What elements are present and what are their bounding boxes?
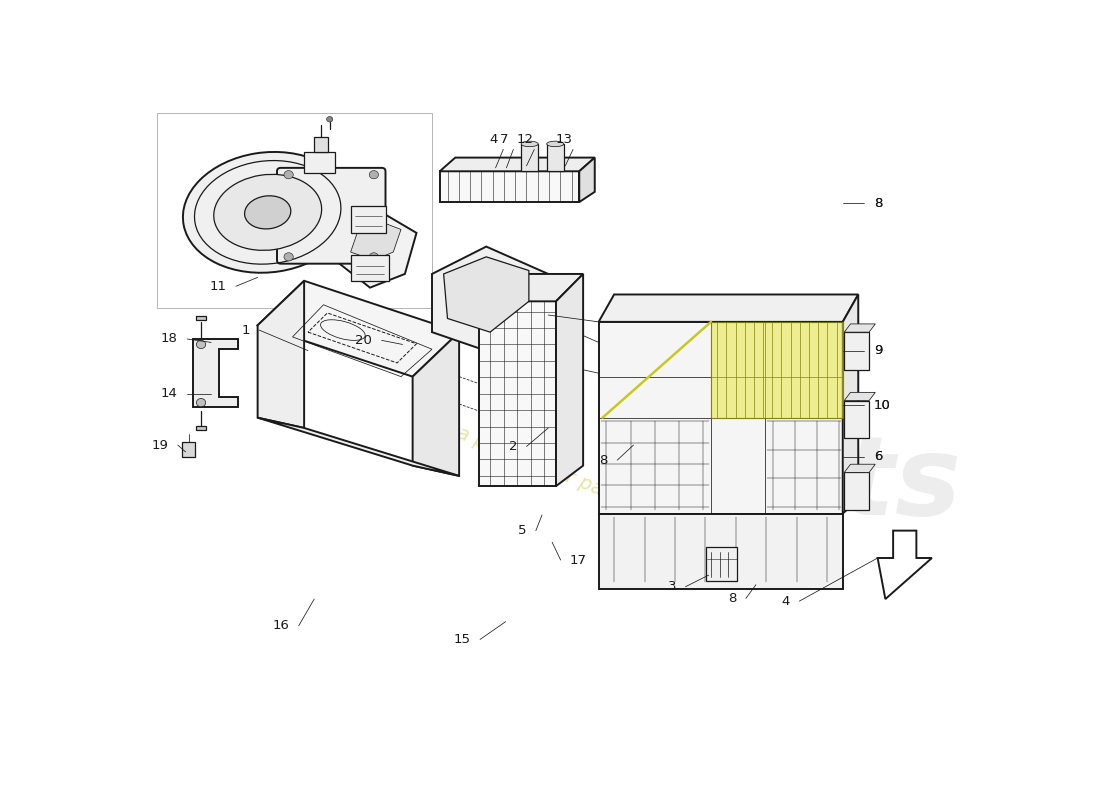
- Polygon shape: [845, 464, 876, 473]
- Text: 10: 10: [873, 399, 891, 412]
- Polygon shape: [412, 332, 459, 476]
- Bar: [845, 401, 869, 438]
- Text: rrp: rrp: [634, 355, 869, 490]
- Polygon shape: [478, 302, 556, 486]
- Text: 8: 8: [873, 197, 882, 210]
- Text: 8: 8: [600, 454, 608, 466]
- Text: 7: 7: [499, 133, 508, 146]
- Text: 3: 3: [668, 580, 676, 594]
- Polygon shape: [440, 171, 580, 202]
- Circle shape: [370, 253, 378, 261]
- Bar: [196, 426, 207, 430]
- Text: 5: 5: [518, 524, 527, 537]
- Polygon shape: [351, 221, 402, 260]
- Circle shape: [284, 170, 294, 179]
- Bar: [845, 473, 869, 510]
- Circle shape: [284, 253, 294, 261]
- Text: 2: 2: [508, 440, 517, 453]
- Polygon shape: [556, 274, 583, 486]
- Polygon shape: [598, 294, 858, 322]
- Ellipse shape: [244, 196, 290, 229]
- Bar: [157, 113, 432, 308]
- FancyBboxPatch shape: [706, 547, 737, 582]
- Ellipse shape: [521, 141, 538, 146]
- Polygon shape: [257, 418, 459, 476]
- Polygon shape: [257, 281, 459, 377]
- Polygon shape: [580, 158, 595, 202]
- Polygon shape: [478, 274, 583, 302]
- Polygon shape: [257, 281, 304, 428]
- Text: 17: 17: [570, 554, 587, 566]
- Polygon shape: [845, 392, 876, 401]
- Text: a passion for parts.com: a passion for parts.com: [453, 423, 674, 526]
- Polygon shape: [521, 144, 538, 171]
- Text: 9: 9: [873, 344, 882, 357]
- Bar: [183, 442, 195, 457]
- Polygon shape: [194, 339, 239, 407]
- Text: 11: 11: [210, 280, 227, 293]
- Bar: [845, 332, 869, 370]
- Circle shape: [197, 340, 206, 349]
- Polygon shape: [443, 257, 529, 332]
- Circle shape: [327, 117, 333, 122]
- Text: 8: 8: [728, 592, 737, 605]
- Bar: [351, 254, 389, 281]
- Text: 10: 10: [873, 399, 891, 412]
- Bar: [351, 206, 385, 233]
- Polygon shape: [336, 212, 417, 288]
- Circle shape: [370, 170, 378, 179]
- Text: 18: 18: [161, 333, 178, 346]
- Bar: [315, 137, 328, 152]
- Ellipse shape: [183, 152, 352, 273]
- Polygon shape: [845, 324, 876, 332]
- Polygon shape: [598, 514, 843, 589]
- Text: 6: 6: [873, 450, 882, 463]
- Ellipse shape: [213, 174, 321, 250]
- Text: 12: 12: [517, 133, 534, 146]
- Polygon shape: [878, 530, 932, 599]
- Polygon shape: [598, 322, 843, 514]
- Bar: [196, 316, 207, 320]
- Polygon shape: [547, 144, 563, 171]
- Polygon shape: [843, 294, 858, 514]
- Text: 20: 20: [355, 334, 372, 347]
- Text: 4: 4: [490, 133, 498, 146]
- Text: 8: 8: [873, 197, 882, 210]
- Text: 6: 6: [873, 450, 882, 463]
- Circle shape: [197, 398, 206, 406]
- Text: 4: 4: [782, 594, 790, 608]
- FancyBboxPatch shape: [277, 168, 385, 264]
- Polygon shape: [432, 246, 548, 356]
- Text: 16: 16: [273, 619, 289, 632]
- Text: 9: 9: [873, 344, 882, 357]
- Text: 14: 14: [161, 387, 178, 400]
- Polygon shape: [440, 158, 595, 171]
- Text: 19: 19: [152, 438, 168, 451]
- Bar: [304, 152, 336, 173]
- Text: 1: 1: [241, 323, 250, 337]
- Text: arts: arts: [712, 430, 961, 538]
- Text: 15: 15: [453, 633, 471, 646]
- Ellipse shape: [547, 141, 563, 146]
- Text: 13: 13: [556, 133, 572, 146]
- Bar: [711, 322, 843, 418]
